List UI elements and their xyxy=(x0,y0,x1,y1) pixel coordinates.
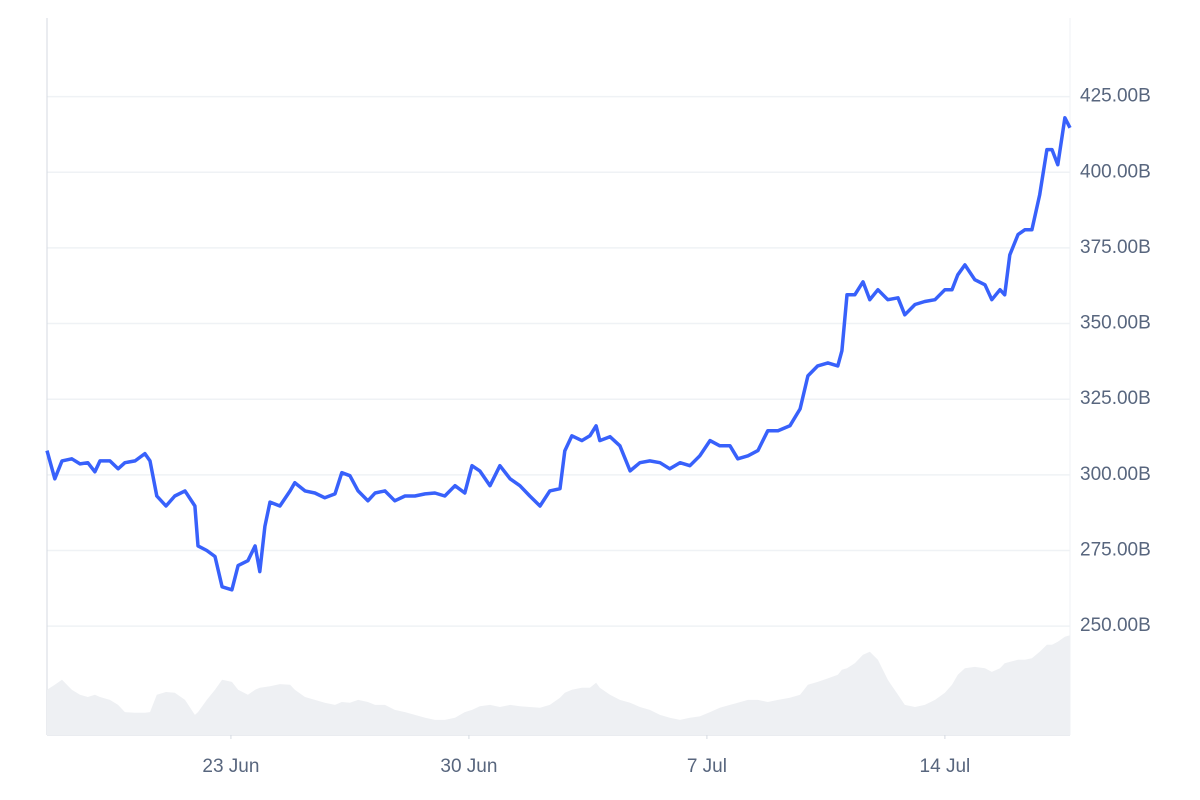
price-line xyxy=(45,116,1072,592)
y-tick-label: 375.00B xyxy=(1080,237,1151,258)
y-tick-label: 425.00B xyxy=(1080,86,1151,107)
x-tick-label: 30 Jun xyxy=(440,756,497,777)
y-tick-label: 275.00B xyxy=(1080,539,1151,560)
x-tick-label: 14 Jul xyxy=(920,756,971,777)
y-tick-label: 325.00B xyxy=(1080,388,1151,409)
y-tick-label: 250.00B xyxy=(1080,615,1151,636)
volume-area xyxy=(47,635,1070,735)
x-tick-label: 23 Jun xyxy=(202,756,259,777)
y-tick-label: 350.00B xyxy=(1080,313,1151,334)
y-tick-label: 300.00B xyxy=(1080,464,1151,485)
y-tick-label: 400.00B xyxy=(1080,161,1151,182)
x-tick-label: 7 Jul xyxy=(687,756,727,777)
